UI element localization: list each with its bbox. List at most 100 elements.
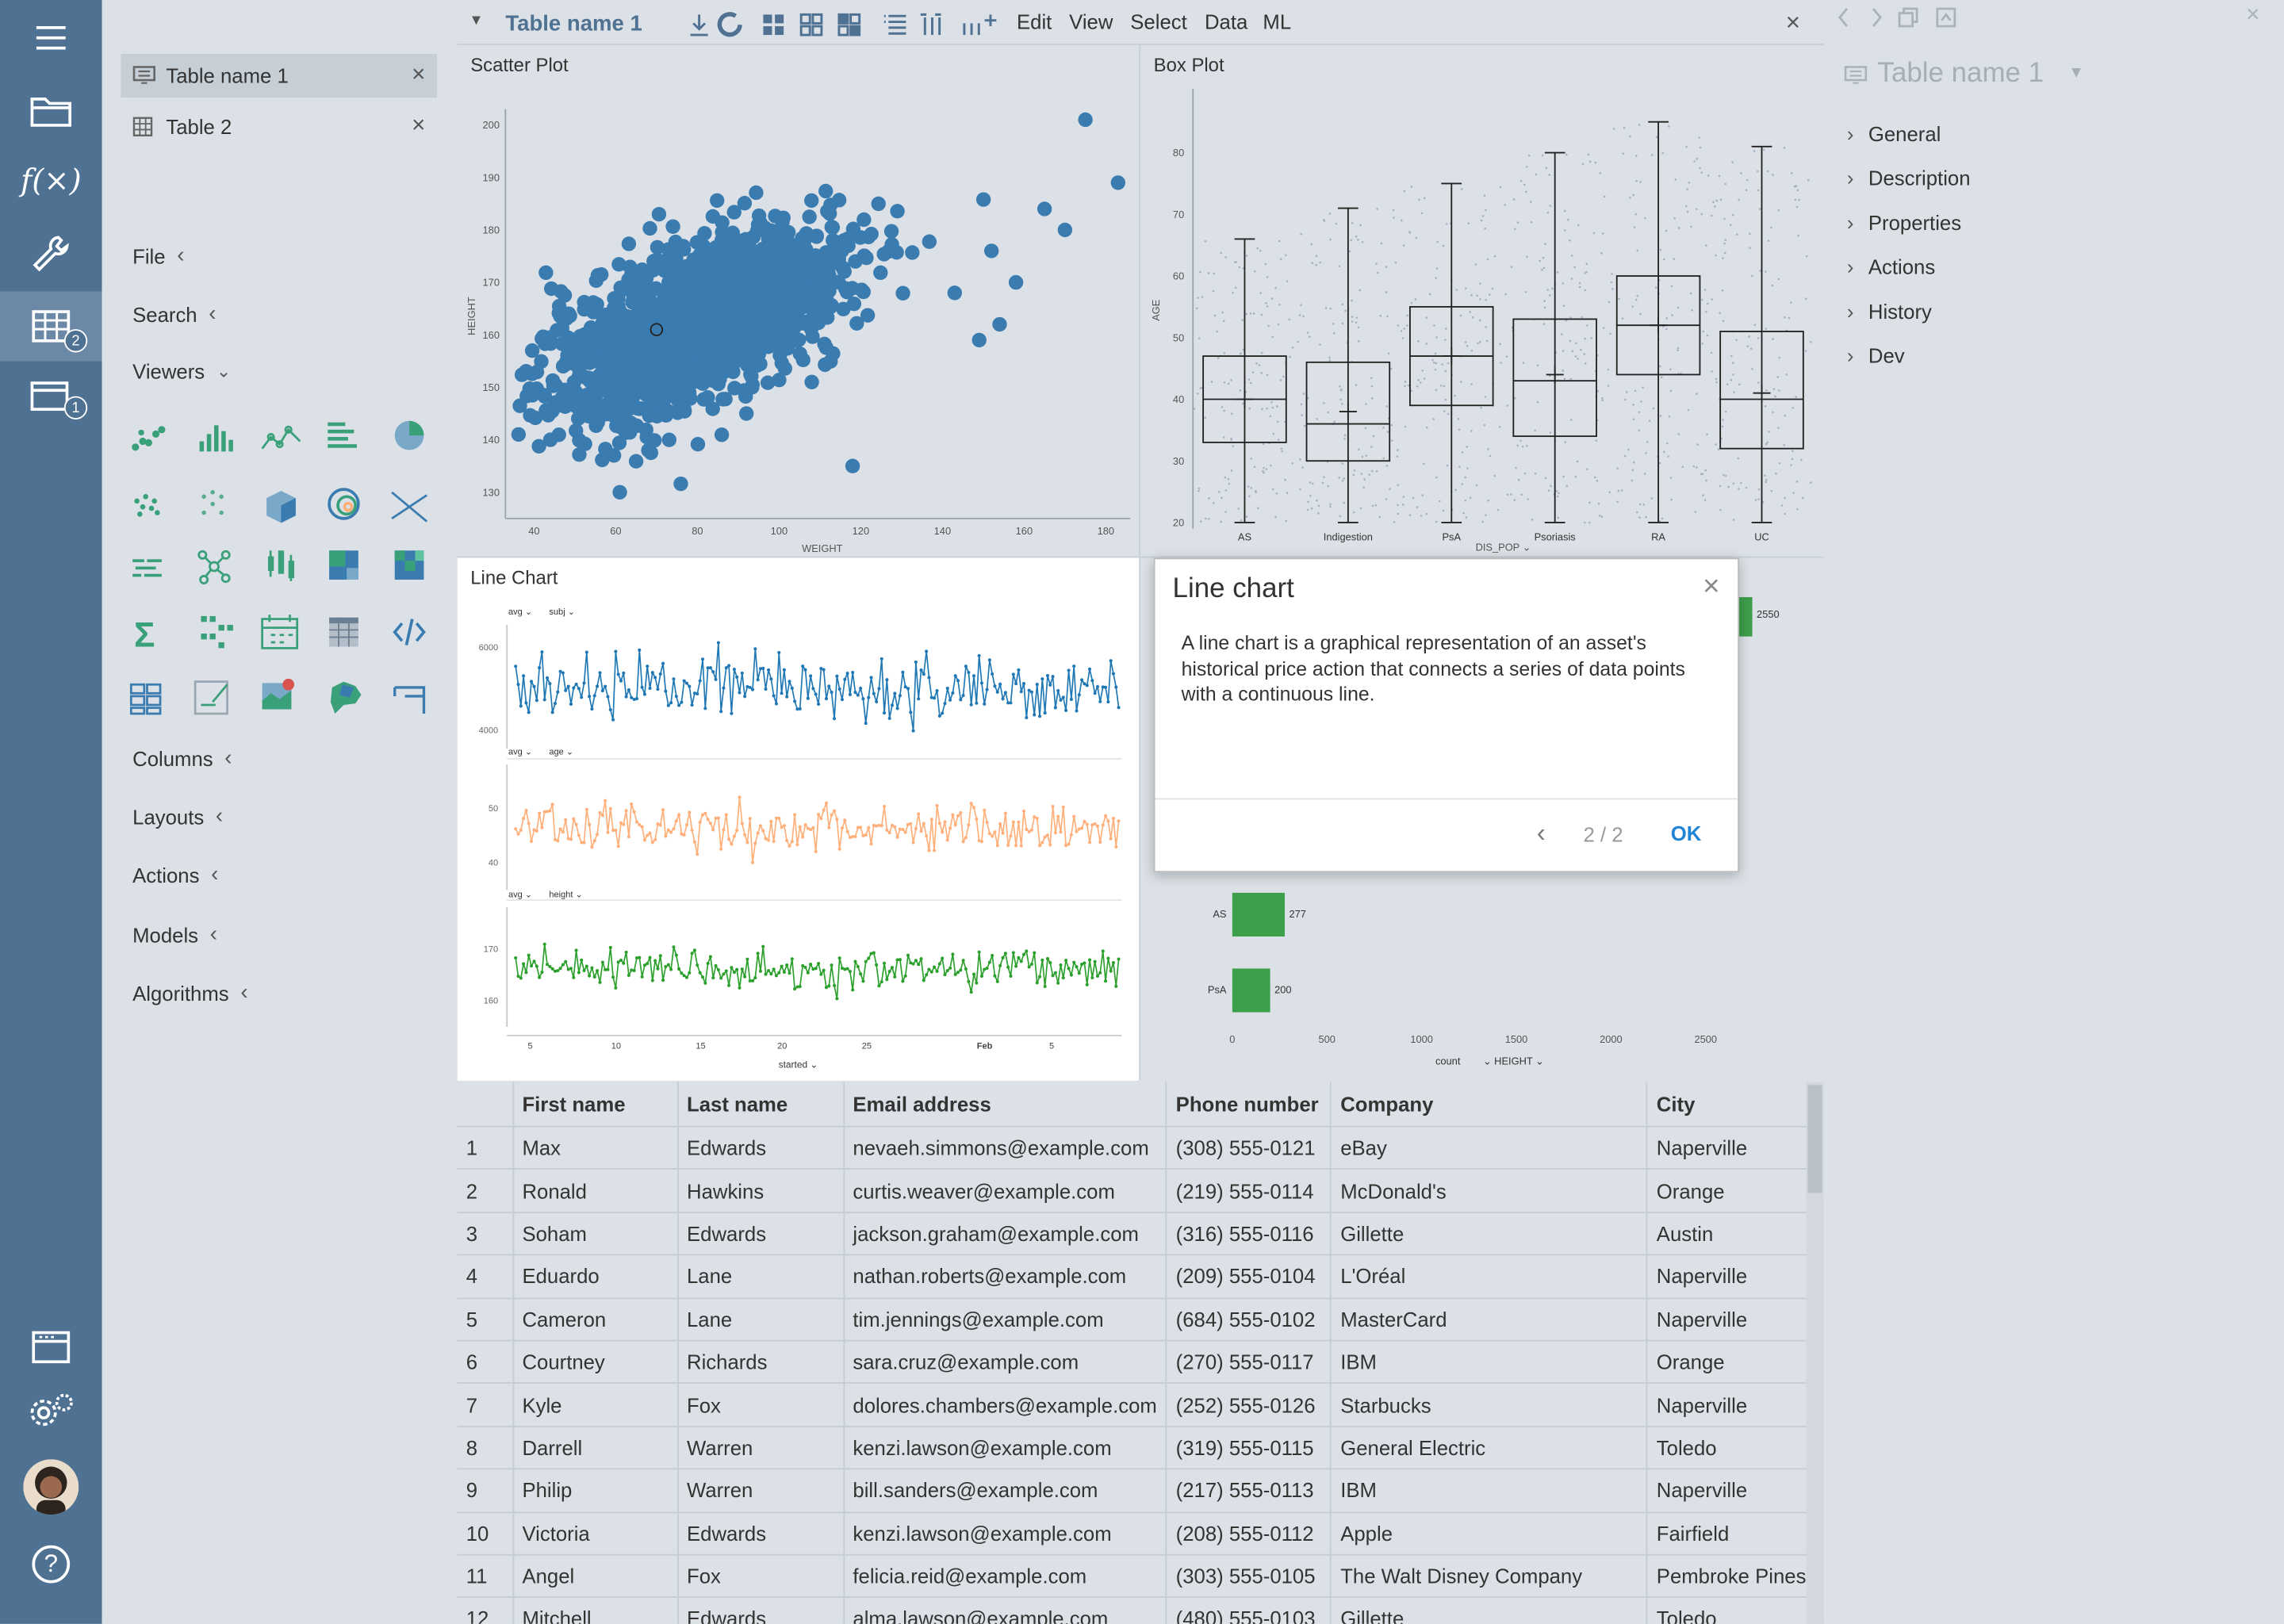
table-cell[interactable]: Starbucks [1331, 1383, 1648, 1427]
table-cell[interactable]: Philip [512, 1469, 678, 1513]
table-cell[interactable]: Fox [677, 1383, 845, 1427]
table-row[interactable]: 11 Angel Fox felicia.reid@example.com (303) … [457, 1554, 1817, 1599]
table-row[interactable]: 7 Kyle Fox dolores.chambers@example.com (252… [457, 1383, 1817, 1427]
table-row[interactable]: 12 Mitchell Edwards alma.lawson@example.com… [457, 1597, 1817, 1624]
table-cell[interactable]: dolores.chambers@example.com [843, 1383, 1167, 1427]
row-number[interactable]: 6 [457, 1340, 514, 1385]
table-cell[interactable]: Lane [677, 1254, 845, 1299]
column-header[interactable]: Email address [843, 1082, 1167, 1128]
table-cell[interactable]: kenzi.lawson@example.com [843, 1426, 1167, 1470]
table-cell[interactable]: L'Oréal [1331, 1254, 1648, 1299]
table-cell[interactable]: Max [512, 1126, 678, 1170]
table-cell[interactable]: Toledo [1646, 1597, 1817, 1624]
table-cell[interactable]: Mitchell [512, 1597, 678, 1624]
table-cell[interactable]: bill.sanders@example.com [843, 1469, 1167, 1513]
row-number[interactable]: 11 [457, 1554, 514, 1599]
table-cell[interactable]: (252) 555-0126 [1166, 1383, 1332, 1427]
caret-down-icon[interactable]: ▼ [2068, 63, 2085, 82]
table-cell[interactable]: Edwards [677, 1126, 845, 1170]
table-cell[interactable]: Fox [677, 1554, 845, 1599]
table-cell[interactable]: IBM [1331, 1340, 1648, 1385]
row-number[interactable]: 4 [457, 1254, 514, 1299]
column-header[interactable] [457, 1082, 514, 1128]
table-cell[interactable]: General Electric [1331, 1426, 1648, 1470]
table-cell[interactable]: Pembroke Pines [1646, 1554, 1817, 1599]
ok-button[interactable]: OK [1670, 821, 1702, 845]
scatter-plot-canvas[interactable]: 40 60 80 100 120 140 160 1801301401501601701801… [458, 45, 1140, 557]
close-icon[interactable]: × [1703, 570, 1720, 603]
prop-general[interactable]: › General [1847, 122, 1941, 145]
prop-properties[interactable]: › Properties [1847, 211, 1961, 234]
table-cell[interactable]: Orange [1646, 1169, 1817, 1213]
table-cell[interactable]: eBay [1331, 1126, 1648, 1170]
table-cell[interactable]: Ronald [512, 1169, 678, 1213]
menu-ml[interactable]: ML [1263, 10, 1292, 34]
close-icon[interactable]: × [412, 113, 426, 139]
table-cell[interactable]: Naperville [1646, 1297, 1817, 1342]
table-row[interactable]: 2 Ronald Hawkins curtis.weaver@example.com(… [457, 1169, 1817, 1213]
nav-controls[interactable] [1835, 6, 1975, 29]
table-cell[interactable]: (209) 555-0104 [1166, 1254, 1332, 1299]
table-cell[interactable]: (270) 555-0117 [1166, 1340, 1332, 1385]
table-cell[interactable]: Victoria [512, 1511, 678, 1556]
table-icon[interactable] [25, 300, 77, 352]
table-cell[interactable]: MasterCard [1331, 1297, 1648, 1342]
table-cell[interactable]: Naperville [1646, 1254, 1817, 1299]
table-cell[interactable]: Richards [677, 1340, 845, 1385]
section-file[interactable]: File ‹ [132, 243, 184, 268]
menu-edit[interactable]: Edit [1017, 10, 1052, 34]
table-cell[interactable]: curtis.weaver@example.com [843, 1169, 1167, 1213]
table-cell[interactable]: (208) 555-0112 [1166, 1511, 1332, 1556]
table-cell[interactable]: Naperville [1646, 1469, 1817, 1513]
table-cell[interactable]: (480) 555-0103 [1166, 1597, 1332, 1624]
row-number[interactable]: 8 [457, 1426, 514, 1470]
table-cell[interactable]: Hawkins [677, 1169, 845, 1213]
table-cell[interactable]: IBM [1331, 1469, 1648, 1513]
table-row[interactable]: 8 Darrell Warren kenzi.lawson@example.com (3… [457, 1426, 1817, 1470]
table-cell[interactable]: (217) 555-0113 [1166, 1469, 1332, 1513]
table-cell[interactable]: Fairfield [1646, 1511, 1817, 1556]
window-icon[interactable] [25, 1321, 77, 1373]
scatter-plot-panel[interactable]: Scatter Plot 40 60 80 100 120 140 160 180 130 140… [457, 44, 1141, 558]
table-cell[interactable]: Austin [1646, 1212, 1817, 1256]
section-layouts[interactable]: Layouts ‹ [132, 804, 223, 829]
table-row[interactable]: 5 Cameron Lane tim.jennings@example.com (684… [457, 1297, 1817, 1342]
column-header[interactable]: Company [1331, 1082, 1648, 1128]
prop-actions[interactable]: › Actions [1847, 255, 1935, 278]
chevron-left-icon[interactable]: ‹ [1536, 818, 1546, 848]
folder-icon[interactable] [25, 85, 77, 137]
data-grid[interactable]: First name Last name Email address Phone nu… [457, 1082, 1824, 1624]
table-cell[interactable]: (303) 555-0105 [1166, 1554, 1332, 1599]
table-cell[interactable]: Angel [512, 1554, 678, 1599]
toolbar-icons[interactable] [688, 12, 1002, 38]
table-cell[interactable]: alma.lawson@example.com [843, 1597, 1167, 1624]
column-header[interactable]: First name [512, 1082, 678, 1128]
table-tab-2[interactable]: Table 2 × [121, 105, 437, 148]
table-cell[interactable]: Kyle [512, 1383, 678, 1427]
column-header[interactable]: Phone number [1166, 1082, 1332, 1128]
scrollbar-track[interactable] [1806, 1082, 1824, 1624]
table-cell[interactable]: Edwards [677, 1212, 845, 1256]
table-cell[interactable]: Gillette [1331, 1597, 1648, 1624]
column-header[interactable]: City [1646, 1082, 1817, 1128]
table-cell[interactable]: Toledo [1646, 1426, 1817, 1470]
functions-icon[interactable]: f(×) [20, 163, 82, 198]
section-search[interactable]: Search ‹ [132, 301, 216, 326]
table-row[interactable]: 9 Philip Warren bill.sanders@example.com (21… [457, 1469, 1817, 1513]
scrollbar-thumb[interactable] [1807, 1085, 1822, 1193]
table-row[interactable]: 6 Courtney Richards sara.cruz@example.com (2… [457, 1340, 1817, 1385]
prop-history[interactable]: › History [1847, 300, 1932, 323]
section-algorithms[interactable]: Algorithms ‹ [132, 980, 247, 1005]
menu-select[interactable]: Select [1130, 10, 1187, 34]
section-actions[interactable]: Actions ‹ [132, 862, 218, 887]
menu-data[interactable]: Data [1204, 10, 1248, 34]
table-row[interactable]: 1 Max Edwards nevaeh.simmons@example.com (30… [457, 1126, 1817, 1170]
close-panel-icon[interactable]: × [2246, 2, 2260, 28]
close-view-icon[interactable]: × [1785, 9, 1801, 36]
help-icon[interactable]: ? [25, 1538, 77, 1591]
table-cell[interactable]: Eduardo [512, 1254, 678, 1299]
table-cell[interactable]: Lane [677, 1297, 845, 1342]
row-number[interactable]: 2 [457, 1169, 514, 1213]
table-cell[interactable]: jackson.graham@example.com [843, 1212, 1167, 1256]
